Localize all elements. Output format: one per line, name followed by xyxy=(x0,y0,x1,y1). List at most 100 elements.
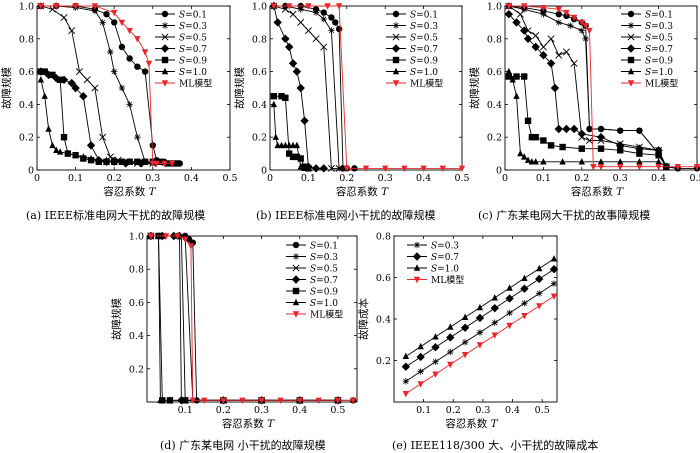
data-point xyxy=(516,10,524,18)
y-tick-label: 0.4 xyxy=(129,331,144,342)
data-point xyxy=(126,55,133,62)
y-tick-label: 0.6 xyxy=(487,67,502,78)
data-point xyxy=(491,332,498,339)
data-point xyxy=(293,141,301,149)
data-point xyxy=(458,165,466,173)
data-point xyxy=(126,27,133,35)
data-point xyxy=(107,48,114,56)
data-point xyxy=(532,158,539,165)
y-tick-label: 0.2 xyxy=(129,364,144,375)
data-point xyxy=(297,155,304,162)
data-point xyxy=(343,165,350,173)
data-point xyxy=(91,3,99,10)
data-point xyxy=(362,165,370,173)
data-point xyxy=(72,151,79,158)
data-point xyxy=(220,397,227,405)
data-point xyxy=(166,396,174,404)
data-point xyxy=(382,165,389,173)
data-point xyxy=(582,22,589,30)
data-point xyxy=(289,153,297,161)
x-tick-label: 0.3 xyxy=(254,405,269,416)
y-tick-label: 0.4 xyxy=(252,100,267,111)
x-tick-label: 0 xyxy=(267,173,273,184)
data-point xyxy=(461,313,469,321)
data-point xyxy=(327,164,335,172)
y-tick-label: 1.0 xyxy=(19,2,34,13)
data-point xyxy=(121,159,130,168)
data-point xyxy=(201,397,208,405)
legend-label: S=0.7 xyxy=(179,45,207,55)
data-point xyxy=(636,127,643,134)
data-point xyxy=(293,153,301,161)
legend-label: S=0.5 xyxy=(179,33,207,43)
data-point xyxy=(181,236,189,244)
legend-marker xyxy=(413,241,421,249)
data-point xyxy=(328,27,335,34)
data-point xyxy=(617,127,624,134)
y-axis-label: 故障规模 xyxy=(0,67,13,109)
legend-label: S=0.5 xyxy=(310,264,338,274)
y-tick-label: 0.4 xyxy=(376,315,391,326)
legend-label: S=0.7 xyxy=(645,45,673,55)
data-point xyxy=(296,397,303,405)
x-tick-label: 0 xyxy=(502,173,508,184)
data-point xyxy=(539,43,547,51)
data-point xyxy=(332,19,339,26)
legend-label: ML模型 xyxy=(431,275,464,286)
legend-label: ML模型 xyxy=(310,309,343,320)
data-point xyxy=(578,158,585,165)
data-point xyxy=(532,32,540,40)
data-point xyxy=(334,397,342,405)
legend-label: S=0.1 xyxy=(645,10,673,20)
chart-panel-b: 0 0.1 0.2 0.3 0.4 0.5 0 0.2 0.4 0.6 0.8 1.0 容忍系数 T 故障… xyxy=(233,2,470,199)
data-point xyxy=(563,9,570,17)
data-point xyxy=(37,68,45,75)
legend-label: S=0.7 xyxy=(310,276,338,286)
x-axis-variable: T xyxy=(381,186,389,198)
data-point xyxy=(68,27,76,35)
legend-marker xyxy=(291,275,301,284)
legend-marker xyxy=(627,10,635,18)
data-point xyxy=(187,243,195,250)
x-axis-variable: T xyxy=(616,186,624,198)
series-line xyxy=(273,104,305,169)
data-point xyxy=(297,18,305,26)
data-point xyxy=(272,133,279,140)
data-point xyxy=(149,142,156,149)
series-6 xyxy=(270,100,308,172)
chart-panel-d: 0.1 0.2 0.3 0.4 0.5 0.2 0.4 0.6 0.8 1.0 容忍系数 T 故障规模… xyxy=(110,232,358,430)
data-point xyxy=(505,67,513,75)
legend-marker xyxy=(160,44,170,53)
x-tick-label: 0.1 xyxy=(301,173,316,184)
series-line xyxy=(508,71,667,168)
data-point xyxy=(674,164,681,171)
data-point xyxy=(320,15,327,23)
data-point xyxy=(521,3,528,10)
y-tick-label: 0.8 xyxy=(376,232,391,243)
data-point xyxy=(37,3,45,10)
x-tick-label: 0.4 xyxy=(416,173,431,184)
legend-marker xyxy=(161,80,169,87)
legend-label: S=0.9 xyxy=(179,56,207,66)
legend-marker xyxy=(627,56,635,64)
legend-label: S=0.9 xyxy=(645,56,673,66)
data-point xyxy=(145,60,153,68)
data-point xyxy=(141,158,149,165)
data-point xyxy=(617,158,624,165)
legend-marker xyxy=(627,33,635,41)
legend-marker xyxy=(412,252,422,261)
data-point xyxy=(111,156,118,163)
data-point xyxy=(475,313,485,323)
data-point xyxy=(447,348,454,356)
data-point xyxy=(37,76,45,83)
legend-label: S=0.9 xyxy=(410,56,438,66)
data-point xyxy=(417,368,424,375)
caption-a: (a) IEEE标准电网大干扰的故障规模 xyxy=(26,209,206,222)
data-point xyxy=(103,156,110,163)
data-point xyxy=(49,71,56,79)
data-point xyxy=(157,158,164,165)
legend-marker xyxy=(626,44,636,53)
data-point xyxy=(402,391,410,398)
x-tick-label: 0.4 xyxy=(184,173,199,184)
series-7 xyxy=(505,3,700,171)
